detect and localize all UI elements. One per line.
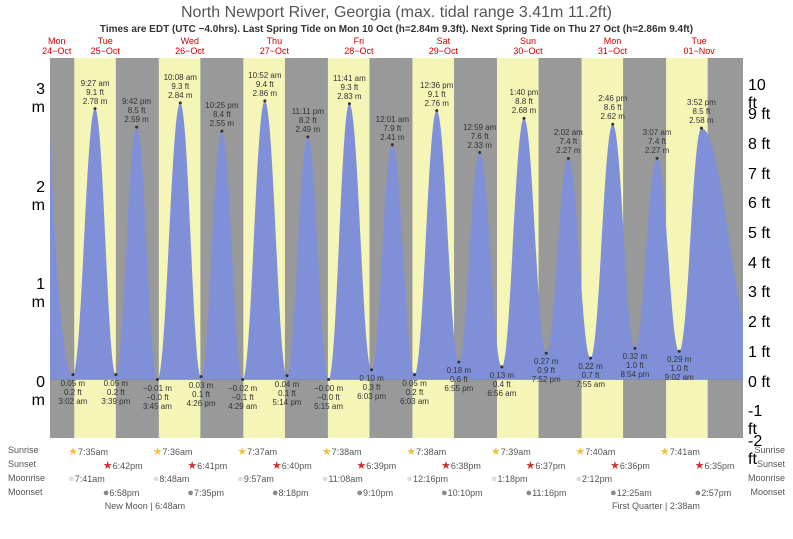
astro-item: ●12:16pm xyxy=(406,473,448,485)
y-tick-m: 2 m xyxy=(20,179,45,215)
chart-subtitle: Times are EDT (UTC −4.0hrs). Last Spring… xyxy=(0,22,793,35)
astro-item: ★7:35am xyxy=(68,445,108,458)
day-label: Fri28−Oct xyxy=(336,36,381,56)
astro-item: ★7:40am xyxy=(575,445,615,458)
day-label: Mon31−Oct xyxy=(590,36,635,56)
low-tide-label: 0.05 m0.2 ft6:03 am xyxy=(395,379,435,406)
y-tick-ft: 7 ft xyxy=(748,166,773,184)
astro-row-label: Sunrise xyxy=(8,445,39,455)
astro-row-label: Sunrise xyxy=(754,445,785,455)
astro-item: ●10:10pm xyxy=(441,487,483,499)
low-tide-label: 0.13 m0.4 ft6:56 am xyxy=(482,371,522,398)
high-tide-label: 10:25 pm8.4 ft2.55 m xyxy=(202,101,242,128)
high-tide-label: 9:27 am9.1 ft2.78 m xyxy=(75,79,115,106)
astro-item: ★6:40pm xyxy=(272,459,312,472)
high-tide-label: 1:40 pm8.8 ft2.68 m xyxy=(504,88,544,115)
low-tide-label: 0.03 m0.1 ft4:26 pm xyxy=(181,381,221,408)
astro-item: ●2:12pm xyxy=(575,473,612,485)
astro-item: ★6:36pm xyxy=(610,459,650,472)
high-tide-label: 11:11 pm8.2 ft2.49 m xyxy=(288,107,328,134)
high-tide-label: 10:08 am9.3 ft2.84 m xyxy=(160,73,200,100)
astro-item: ★6:37pm xyxy=(525,459,565,472)
astro-item: ●12:25am xyxy=(610,487,652,499)
astro-item: ●9:57am xyxy=(237,473,274,485)
low-tide-label: 0.29 m1.0 ft9:02 am xyxy=(659,355,699,382)
y-tick-ft: 6 ft xyxy=(748,195,773,213)
astro-row-label: Moonset xyxy=(750,487,785,497)
astro-item: ●2:57pm xyxy=(695,487,732,499)
astro-item: ★7:37am xyxy=(237,445,277,458)
low-tide-label: 0.18 m0.6 ft6:55 pm xyxy=(439,366,479,393)
y-tick-ft: -1 ft xyxy=(748,403,773,439)
astro-item: ★6:35pm xyxy=(695,459,735,472)
low-tide-label: 0.04 m0.1 ft5:14 pm xyxy=(267,380,307,407)
astro-item: ●7:35pm xyxy=(187,487,224,499)
low-tide-label: 0.10 m0.3 ft6:03 pm xyxy=(352,374,392,401)
astro-item: ★7:38am xyxy=(406,445,446,458)
high-tide-label: 12:01 am7.9 ft2.41 m xyxy=(372,115,412,142)
high-tide-label: 9:42 pm8.5 ft2.59 m xyxy=(117,97,157,124)
high-tide-label: 2:02 am7.4 ft2.27 m xyxy=(548,128,588,155)
y-tick-ft: 8 ft xyxy=(748,136,773,154)
high-tide-label: 3:52 pm8.5 ft2.58 m xyxy=(681,98,721,125)
y-tick-ft: 5 ft xyxy=(748,225,773,243)
y-tick-ft: 3 ft xyxy=(748,284,773,302)
day-label: Tue01−Nov xyxy=(677,36,722,56)
moon-phase: First Quarter | 2:38am xyxy=(612,501,700,511)
day-label: Wed26−Oct xyxy=(167,36,212,56)
astro-row-label: Moonrise xyxy=(8,473,45,483)
day-label: Sun30−Oct xyxy=(505,36,550,56)
astro-item: ●9:10pm xyxy=(356,487,393,499)
astro-item: ★7:36am xyxy=(153,445,193,458)
astro-row-label: Moonrise xyxy=(748,473,785,483)
astro-item: ●1:18pm xyxy=(491,473,528,485)
day-label: Thu27−Oct xyxy=(252,36,297,56)
astro-item: ★6:41pm xyxy=(187,459,227,472)
chart-title: North Newport River, Georgia (max. tidal… xyxy=(0,0,793,22)
low-tide-label: −0.00 m−0.0 ft5:15 am xyxy=(309,384,349,411)
astro-row-label: Sunset xyxy=(757,459,785,469)
astro-item: ●11:16pm xyxy=(525,487,566,499)
astro-item: ●7:41am xyxy=(68,473,105,485)
y-tick-ft: 10 ft xyxy=(748,77,773,113)
tide-chart: North Newport River, Georgia (max. tidal… xyxy=(0,0,793,539)
high-tide-label: 12:36 pm9.1 ft2.76 m xyxy=(417,81,457,108)
astro-item: ●6:58pm xyxy=(103,487,140,499)
astro-item: ★7:41am xyxy=(660,445,700,458)
high-tide-label: 12:59 am7.6 ft2.33 m xyxy=(460,123,500,150)
low-tide-label: 0.27 m0.9 ft7:52 pm xyxy=(526,357,566,384)
low-tide-label: −0.01 m−0.0 ft3:45 am xyxy=(137,384,177,411)
high-tide-label: 10:52 am9.4 ft2.86 m xyxy=(245,71,285,98)
high-tide-label: 3:07 am7.4 ft2.27 m xyxy=(637,128,677,155)
day-label: Sat29−Oct xyxy=(421,36,466,56)
y-tick-ft: 2 ft xyxy=(748,314,773,332)
y-tick-m: 0 m xyxy=(20,374,45,410)
astro-row-label: Sunset xyxy=(8,459,36,469)
astro-item: ★6:38pm xyxy=(441,459,481,472)
y-tick-ft: 4 ft xyxy=(748,255,773,273)
astro-row-label: Moonset xyxy=(8,487,43,497)
low-tide-label: 0.05 m0.2 ft3:02 am xyxy=(53,379,93,406)
y-tick-m: 1 m xyxy=(20,276,45,312)
day-label: Tue25−Oct xyxy=(83,36,128,56)
low-tide-label: −0.02 m−0.1 ft4:29 am xyxy=(223,384,263,411)
low-tide-label: 0.22 m0.7 ft7:55 am xyxy=(571,362,611,389)
astro-item: ★7:38am xyxy=(322,445,362,458)
astro-item: ●8:48am xyxy=(153,473,190,485)
astro-item: ★6:39pm xyxy=(356,459,396,472)
astro-item: ★7:39am xyxy=(491,445,531,458)
astro-item: ●8:18pm xyxy=(272,487,309,499)
high-tide-label: 11:41 am9.3 ft2.83 m xyxy=(329,74,369,101)
low-tide-label: 0.05 m0.2 ft3:39 pm xyxy=(96,379,136,406)
high-tide-label: 2:46 pm8.6 ft2.62 m xyxy=(593,94,633,121)
y-tick-m: 3 m xyxy=(20,81,45,117)
astro-item: ●11:08am xyxy=(322,473,363,485)
low-tide-label: 0.32 m1.0 ft8:54 pm xyxy=(615,352,655,379)
y-tick-ft: 0 ft xyxy=(748,374,773,392)
day-label: Mon24−Oct xyxy=(34,36,79,56)
astro-item: ★6:42pm xyxy=(103,459,143,472)
moon-phase: New Moon | 6:48am xyxy=(105,501,185,511)
y-tick-ft: 1 ft xyxy=(748,344,773,362)
